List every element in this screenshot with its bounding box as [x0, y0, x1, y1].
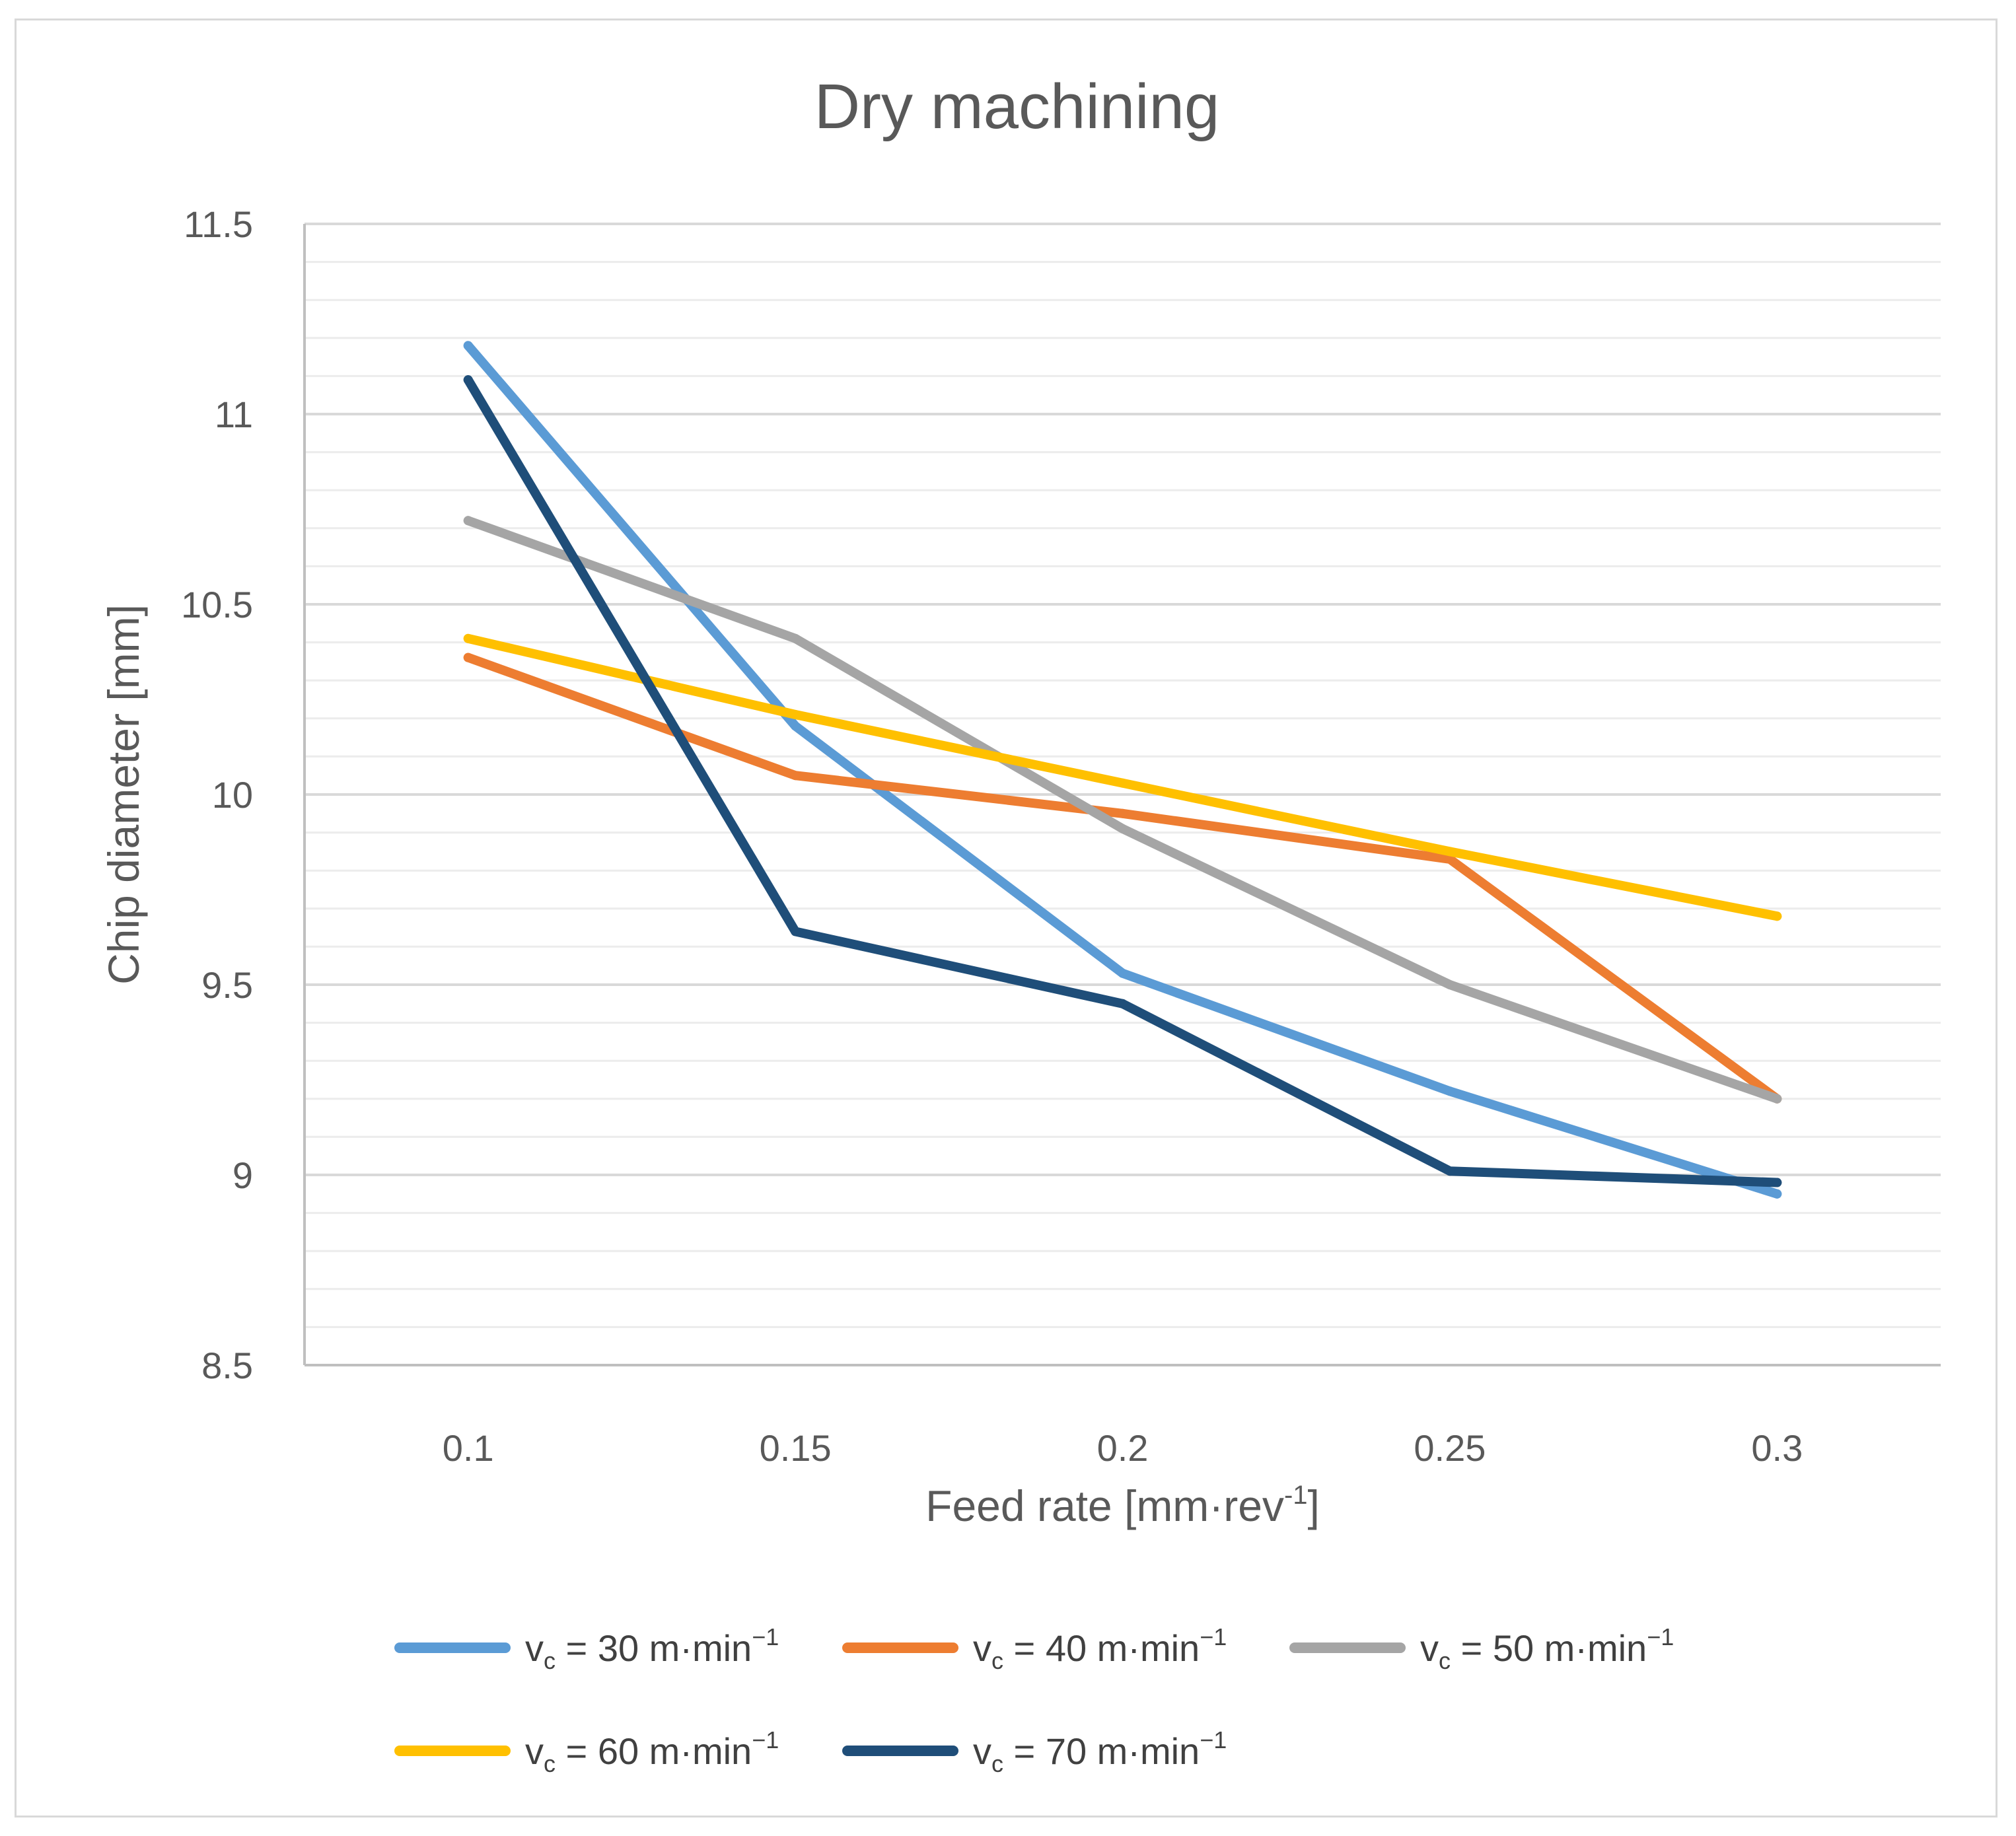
data-point — [1118, 968, 1128, 978]
x-tick-label: 0.2 — [1097, 1427, 1149, 1469]
data-point — [791, 633, 801, 643]
legend-label: vc = 60 m·min−1 — [525, 1726, 779, 1777]
y-tick-label: 9 — [233, 1154, 253, 1196]
data-point — [1772, 911, 1782, 921]
legend-label: vc = 70 m·min−1 — [973, 1726, 1227, 1777]
data-point — [1118, 824, 1128, 833]
data-point — [1445, 854, 1455, 864]
chart-frame: Dry machining 8.5 9 9.5 10 10.5 11 11.5 0.1 0.15 0… — [15, 18, 1998, 1818]
data-point — [1772, 1094, 1782, 1104]
x-tick-label: 0.25 — [1414, 1427, 1486, 1469]
data-point — [463, 341, 473, 351]
x-tick-label: 0.15 — [760, 1427, 832, 1469]
data-point — [1772, 1189, 1782, 1199]
y-axis-label: Chip diameter [mm] — [99, 604, 148, 985]
data-point — [463, 633, 473, 643]
x-tick-label: 0.3 — [1751, 1427, 1803, 1469]
data-point — [1118, 778, 1128, 788]
data-point — [463, 653, 473, 662]
data-point — [1772, 1178, 1782, 1187]
data-point — [463, 516, 473, 526]
x-tick-label: 0.1 — [443, 1427, 494, 1469]
data-point — [1445, 847, 1455, 857]
data-point — [791, 771, 801, 781]
data-point — [791, 710, 801, 720]
y-tick-label: 11 — [215, 394, 253, 435]
data-point — [1445, 980, 1455, 989]
data-point — [1118, 808, 1128, 818]
legend-label: vc = 30 m·min−1 — [525, 1623, 779, 1674]
y-tick-label: 10.5 — [181, 584, 253, 625]
y-tick-label: 10 — [212, 774, 253, 816]
data-point — [1118, 999, 1128, 1008]
data-point — [791, 927, 801, 936]
chart-title: Dry machining — [814, 71, 1220, 142]
y-tick-label: 11.5 — [184, 203, 253, 245]
data-point — [1445, 1166, 1455, 1176]
y-tick-label: 9.5 — [201, 964, 253, 1006]
data-point — [463, 375, 473, 385]
x-axis-label: Feed rate [mm·rev-1] — [925, 1481, 1320, 1530]
legend-label: vc = 50 m·min−1 — [1420, 1623, 1674, 1674]
data-point — [1445, 1086, 1455, 1096]
chart-svg: Dry machining 8.5 9 9.5 10 10.5 11 11.5 0.1 0.15 0… — [99, 71, 1941, 1777]
series-line — [463, 341, 1782, 1199]
legend-label: vc = 40 m·min−1 — [973, 1623, 1227, 1674]
data-point — [791, 721, 801, 731]
y-tick-label: 8.5 — [201, 1345, 253, 1386]
